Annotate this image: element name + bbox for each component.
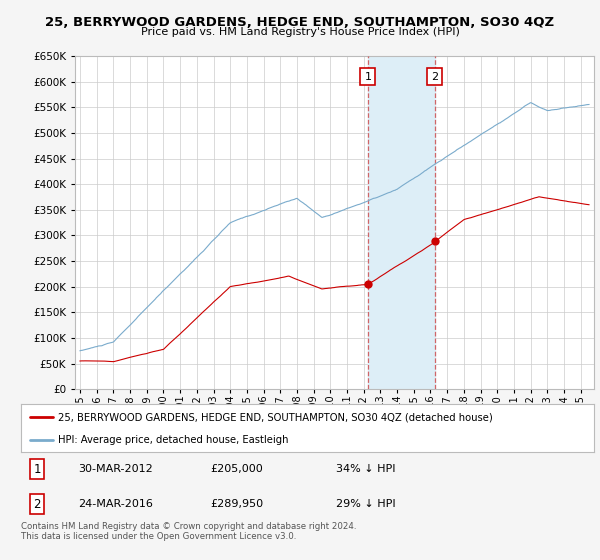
Text: 25, BERRYWOOD GARDENS, HEDGE END, SOUTHAMPTON, SO30 4QZ (detached house): 25, BERRYWOOD GARDENS, HEDGE END, SOUTHA… (58, 412, 493, 422)
Text: 1: 1 (33, 463, 41, 475)
Text: 34% ↓ HPI: 34% ↓ HPI (336, 464, 395, 474)
Bar (368, 56, 434, 389)
Text: 29% ↓ HPI: 29% ↓ HPI (336, 499, 396, 509)
Text: Price paid vs. HM Land Registry's House Price Index (HPI): Price paid vs. HM Land Registry's House … (140, 27, 460, 37)
Text: £289,950: £289,950 (210, 499, 263, 509)
Text: HPI: Average price, detached house, Eastleigh: HPI: Average price, detached house, East… (58, 435, 289, 445)
Text: 2: 2 (33, 498, 41, 511)
Text: £205,000: £205,000 (210, 464, 263, 474)
Text: 24-MAR-2016: 24-MAR-2016 (79, 499, 153, 509)
Text: 2: 2 (431, 72, 438, 82)
Text: Contains HM Land Registry data © Crown copyright and database right 2024.
This d: Contains HM Land Registry data © Crown c… (21, 522, 356, 542)
Text: 30-MAR-2012: 30-MAR-2012 (79, 464, 153, 474)
Text: 1: 1 (364, 72, 371, 82)
Text: 25, BERRYWOOD GARDENS, HEDGE END, SOUTHAMPTON, SO30 4QZ: 25, BERRYWOOD GARDENS, HEDGE END, SOUTHA… (46, 16, 554, 29)
